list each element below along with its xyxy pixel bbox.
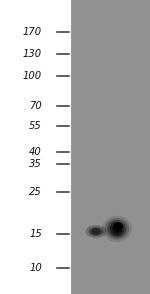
Bar — [0, 0, 70, 294]
Text: 15: 15 — [29, 229, 42, 239]
Text: 130: 130 — [23, 49, 42, 59]
Ellipse shape — [107, 220, 127, 238]
Text: 100: 100 — [23, 71, 42, 81]
Ellipse shape — [114, 225, 120, 232]
Text: 40: 40 — [29, 148, 42, 158]
Ellipse shape — [110, 222, 124, 236]
Text: 55: 55 — [29, 121, 42, 131]
Text: 10: 10 — [29, 263, 42, 273]
Ellipse shape — [112, 224, 122, 234]
Ellipse shape — [89, 227, 103, 236]
Ellipse shape — [102, 216, 132, 242]
Ellipse shape — [105, 218, 129, 240]
Ellipse shape — [91, 228, 101, 235]
Text: 70: 70 — [29, 101, 42, 111]
Ellipse shape — [85, 225, 106, 238]
Text: 25: 25 — [29, 187, 42, 197]
Text: 35: 35 — [29, 158, 42, 168]
Text: 170: 170 — [23, 27, 42, 37]
Bar — [70, 0, 150, 294]
Ellipse shape — [114, 223, 123, 230]
